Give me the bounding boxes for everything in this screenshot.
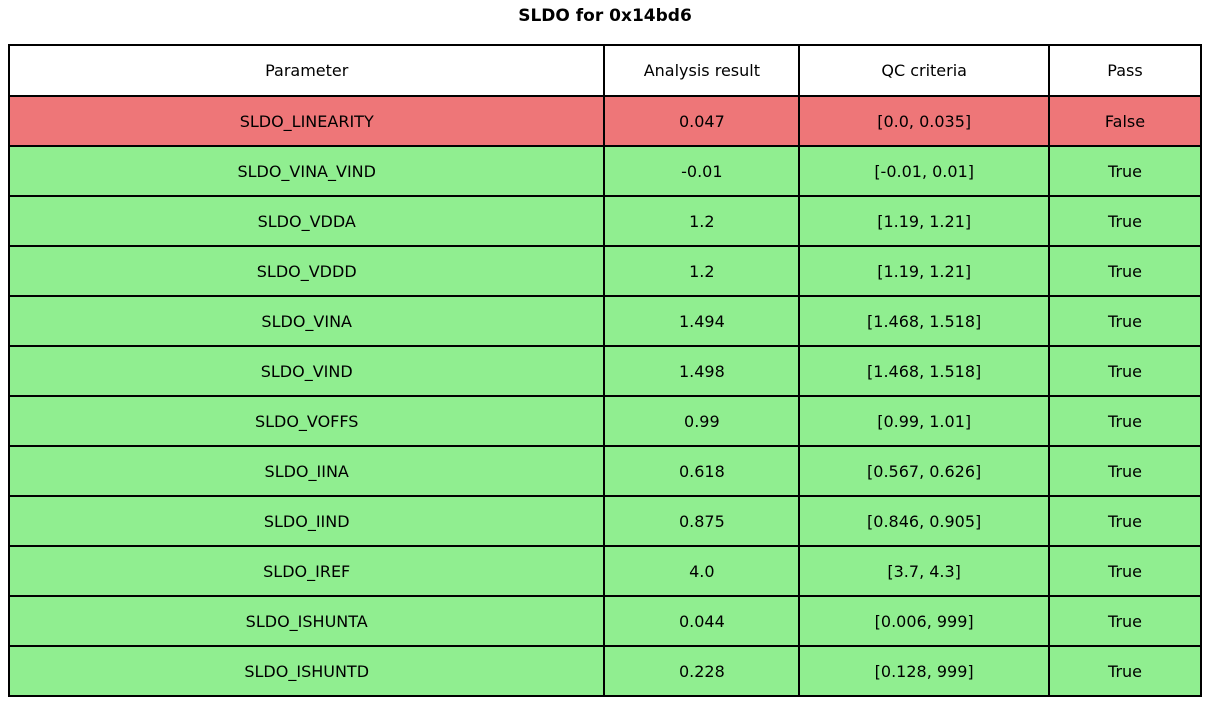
cell-qc-criteria: [-0.01, 0.01] <box>798 145 1051 197</box>
cell-analysis-result: 0.047 <box>603 95 801 147</box>
table-row: SLDO_IINA 0.618 [0.567, 0.626] True <box>7 445 1202 497</box>
table-row: SLDO_VINA 1.494 [1.468, 1.518] True <box>7 295 1202 347</box>
cell-parameter: SLDO_VINA_VIND <box>7 145 606 197</box>
cell-qc-criteria: [0.006, 999] <box>798 595 1051 647</box>
cell-analysis-result: 0.99 <box>603 395 801 447</box>
cell-qc-criteria: [1.19, 1.21] <box>798 245 1051 297</box>
table-row: SLDO_VIND 1.498 [1.468, 1.518] True <box>7 345 1202 397</box>
cell-pass: True <box>1048 345 1202 397</box>
cell-pass: True <box>1048 495 1202 547</box>
cell-parameter: SLDO_VDDD <box>7 245 606 297</box>
cell-qc-criteria: [0.567, 0.626] <box>798 445 1051 497</box>
table-row: SLDO_VINA_VIND -0.01 [-0.01, 0.01] True <box>7 145 1202 197</box>
table-row: SLDO_VDDA 1.2 [1.19, 1.21] True <box>7 195 1202 247</box>
cell-qc-criteria: [1.468, 1.518] <box>798 295 1051 347</box>
cell-pass: True <box>1048 395 1202 447</box>
cell-parameter: SLDO_IREF <box>7 545 606 597</box>
table-row: SLDO_ISHUNTD 0.228 [0.128, 999] True <box>7 645 1202 697</box>
cell-analysis-result: 0.875 <box>603 495 801 547</box>
cell-parameter: SLDO_IIND <box>7 495 606 547</box>
cell-analysis-result: 1.498 <box>603 345 801 397</box>
cell-analysis-result: 1.2 <box>603 195 801 247</box>
cell-parameter: SLDO_VDDA <box>7 195 606 247</box>
cell-analysis-result: -0.01 <box>603 145 801 197</box>
cell-pass: True <box>1048 245 1202 297</box>
cell-analysis-result: 0.618 <box>603 445 801 497</box>
cell-pass: True <box>1048 145 1202 197</box>
cell-pass: False <box>1048 95 1202 147</box>
table-row: SLDO_VDDD 1.2 [1.19, 1.21] True <box>7 245 1202 297</box>
cell-parameter: SLDO_LINEARITY <box>7 95 606 147</box>
cell-pass: True <box>1048 195 1202 247</box>
col-header-parameter: Parameter <box>7 44 606 97</box>
cell-parameter: SLDO_ISHUNTA <box>7 595 606 647</box>
cell-qc-criteria: [1.19, 1.21] <box>798 195 1051 247</box>
cell-parameter: SLDO_VINA <box>7 295 606 347</box>
table-row: SLDO_ISHUNTA 0.044 [0.006, 999] True <box>7 595 1202 647</box>
table-row: SLDO_IIND 0.875 [0.846, 0.905] True <box>7 495 1202 547</box>
col-header-qc-criteria: QC criteria <box>798 44 1051 97</box>
table-header-row: Parameter Analysis result QC criteria Pa… <box>7 44 1202 97</box>
cell-qc-criteria: [3.7, 4.3] <box>798 545 1051 597</box>
cell-parameter: SLDO_IINA <box>7 445 606 497</box>
cell-qc-criteria: [0.846, 0.905] <box>798 495 1051 547</box>
cell-pass: True <box>1048 645 1202 697</box>
cell-pass: True <box>1048 545 1202 597</box>
cell-analysis-result: 0.228 <box>603 645 801 697</box>
cell-analysis-result: 4.0 <box>603 545 801 597</box>
col-header-pass: Pass <box>1048 44 1202 97</box>
cell-analysis-result: 0.044 <box>603 595 801 647</box>
table-row: SLDO_IREF 4.0 [3.7, 4.3] True <box>7 545 1202 597</box>
cell-analysis-result: 1.2 <box>603 245 801 297</box>
cell-parameter: SLDO_VIND <box>7 345 606 397</box>
cell-pass: True <box>1048 595 1202 647</box>
cell-qc-criteria: [0.0, 0.035] <box>798 95 1051 147</box>
table-row: SLDO_LINEARITY 0.047 [0.0, 0.035] False <box>7 95 1202 147</box>
cell-qc-criteria: [0.99, 1.01] <box>798 395 1051 447</box>
col-header-analysis-result: Analysis result <box>603 44 801 97</box>
cell-qc-criteria: [1.468, 1.518] <box>798 345 1051 397</box>
cell-qc-criteria: [0.128, 999] <box>798 645 1051 697</box>
cell-parameter: SLDO_ISHUNTD <box>7 645 606 697</box>
cell-pass: True <box>1048 445 1202 497</box>
cell-pass: True <box>1048 295 1202 347</box>
cell-analysis-result: 1.494 <box>603 295 801 347</box>
cell-parameter: SLDO_VOFFS <box>7 395 606 447</box>
page-title: SLDO for 0x14bd6 <box>518 6 692 26</box>
table-body: SLDO_LINEARITY 0.047 [0.0, 0.035] False … <box>7 95 1202 697</box>
table-row: SLDO_VOFFS 0.99 [0.99, 1.01] True <box>7 395 1202 447</box>
qc-table: Parameter Analysis result QC criteria Pa… <box>7 44 1202 697</box>
